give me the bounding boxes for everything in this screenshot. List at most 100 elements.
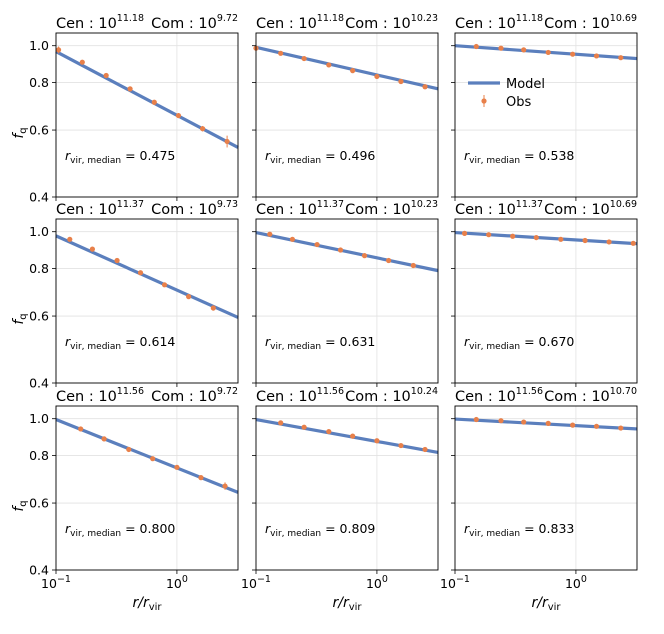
y-tick-label: 0.8 [29, 448, 49, 463]
panel-title-cen: Cen : 1011.56 [256, 386, 344, 405]
panel-7: Cen : 1011.56 Com : 109.72 rvir, median = … [11, 386, 239, 613]
obs-point [289, 236, 295, 242]
obs-point [151, 99, 157, 105]
rvir-median-annotation: rvir, median = 0.475 [65, 148, 175, 166]
obs-point [422, 84, 428, 90]
x-tick-label: 10−1 [241, 574, 271, 591]
obs-point [350, 433, 356, 439]
panel-frame [55, 218, 239, 384]
obs-point [521, 47, 527, 53]
panel-2: Cen : 1011.18 Com : 1010.23 rvir, median =… [252, 13, 439, 201]
obs-point [114, 257, 120, 264]
panel-frame [255, 405, 439, 571]
y-tick-label: 1.0 [29, 411, 49, 426]
obs-point [103, 72, 109, 79]
obs-point [78, 426, 84, 432]
panel-title-com: Com : 109.72 [151, 13, 238, 32]
y-tick-label: 0.4 [29, 563, 49, 578]
panel-title-com: Com : 109.72 [151, 386, 238, 405]
panel-title-cen: Cen : 1011.18 [256, 13, 344, 32]
obs-point [350, 68, 356, 74]
y-axis-label: fq [11, 127, 29, 138]
obs-point [267, 231, 273, 237]
obs-point [398, 78, 404, 85]
obs-point [618, 55, 624, 61]
x-axis-label: r/rvir [332, 595, 362, 613]
obs-point [137, 270, 144, 276]
panel-title-cen: Cen : 1011.37 [455, 199, 543, 218]
x-tick-label: 100 [565, 574, 587, 591]
x-tick-label: 10−1 [440, 574, 470, 591]
obs-point [301, 55, 307, 62]
obs-point [486, 232, 492, 238]
obs-point [55, 47, 62, 53]
obs-point [79, 59, 85, 65]
obs-point [606, 239, 612, 245]
rvir-median-annotation: rvir, median = 0.809 [265, 521, 375, 539]
obs-point [510, 233, 516, 239]
y-tick-label: 0.6 [29, 309, 49, 324]
panel-frame [55, 405, 239, 571]
obs-point [161, 282, 168, 288]
y-tick-label: 1.0 [29, 38, 49, 53]
panel-frame [454, 218, 638, 384]
panel-title-cen: Cen : 1011.56 [455, 386, 543, 405]
panel-9: Cen : 1011.56 Com : 1010.70 rvir, median =… [440, 386, 638, 613]
panel-6: Cen : 1011.37 Com : 1010.69 rvir, median =… [451, 199, 638, 387]
obs-point [630, 240, 636, 246]
panel-3: Cen : 1011.18 Com : 1010.69 rvir, median =… [451, 13, 638, 201]
panel-title-com: Com : 1010.69 [544, 13, 637, 32]
obs-point [278, 50, 284, 56]
obs-point [175, 112, 182, 119]
y-axis-label: fq [11, 313, 29, 324]
y-tick-label: 0.6 [29, 496, 49, 511]
rvir-median-annotation: rvir, median = 0.670 [464, 334, 574, 352]
obs-point [186, 294, 192, 300]
panel-frame [255, 32, 439, 198]
panel-title-com: Com : 1010.70 [544, 386, 637, 405]
y-tick-label: 0.4 [29, 376, 49, 391]
panel-8: Cen : 1011.56 Com : 1010.24 rvir, median =… [241, 386, 439, 613]
rvir-median-annotation: rvir, median = 0.538 [464, 148, 574, 166]
obs-point [224, 138, 230, 145]
obs-point [386, 257, 392, 264]
obs-point [473, 416, 479, 423]
panel-title-cen: Cen : 1011.37 [56, 199, 144, 218]
panel-frame [255, 218, 439, 384]
obs-point [618, 425, 624, 431]
y-axis-label: fq [11, 500, 29, 511]
model-line [255, 230, 439, 273]
obs-point [199, 126, 206, 132]
y-tick-label: 1.0 [29, 224, 49, 239]
panel-frame [454, 32, 638, 198]
obs-point [278, 420, 284, 426]
panel-frame [55, 32, 239, 198]
panel-frame [454, 405, 638, 571]
obs-point [545, 420, 551, 426]
model-line [55, 50, 239, 149]
obs-point [210, 305, 216, 311]
obs-point [174, 464, 180, 470]
rvir-median-annotation: rvir, median = 0.496 [265, 148, 375, 166]
x-tick-label: 10−1 [41, 574, 71, 591]
obs-point [593, 423, 600, 429]
obs-point [150, 456, 156, 462]
rvir-median-annotation: rvir, median = 0.631 [265, 334, 375, 352]
obs-point [101, 436, 107, 442]
obs-point [361, 253, 368, 259]
y-tick-label: 0.8 [29, 75, 49, 90]
obs-point [498, 418, 504, 424]
model-line [255, 417, 439, 455]
obs-point [545, 49, 551, 56]
panel-title-com: Com : 1010.23 [345, 13, 438, 32]
obs-point [126, 446, 132, 453]
obs-point [461, 230, 468, 236]
rvir-median-annotation: rvir, median = 0.800 [65, 521, 175, 539]
panel-title-cen: Cen : 1011.56 [56, 386, 144, 405]
obs-point [398, 442, 404, 449]
panel-title-com: Com : 1010.69 [544, 199, 637, 218]
y-tick-label: 0.8 [29, 261, 49, 276]
obs-point [558, 236, 564, 242]
x-axis-label: r/rvir [531, 595, 561, 613]
